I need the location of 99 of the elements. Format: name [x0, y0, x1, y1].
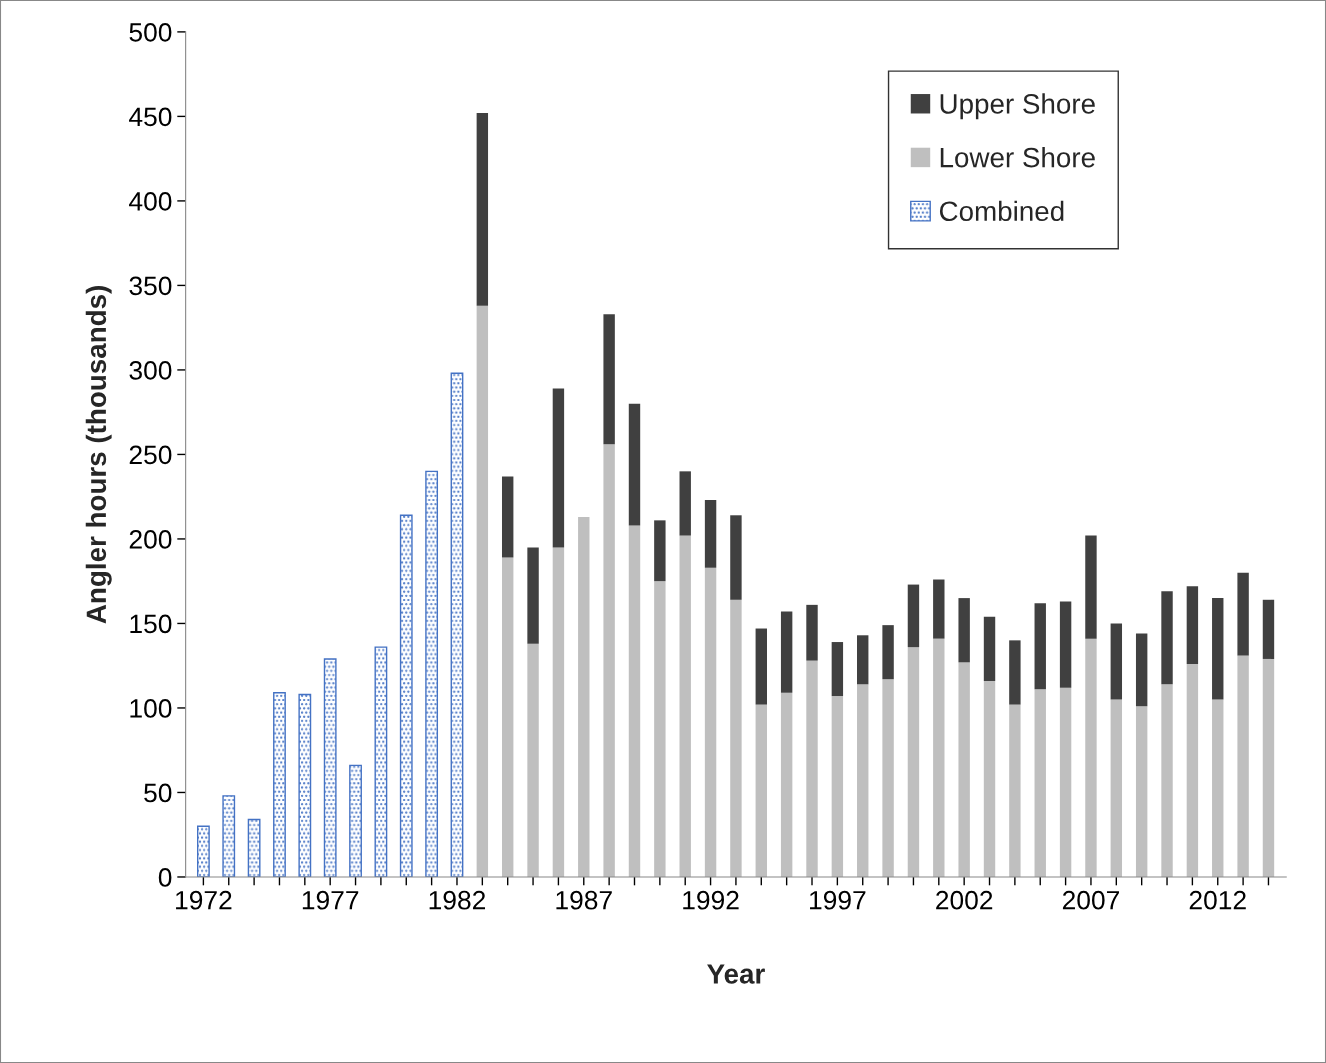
bar [1212, 598, 1224, 700]
bar [1212, 699, 1224, 877]
y-tick-label: 400 [129, 192, 172, 211]
x-tick-label: 1982 [429, 890, 486, 910]
legend-label: Lower Shore [940, 147, 1095, 168]
bar [476, 113, 489, 306]
bar [1161, 591, 1173, 685]
x-tick-label: 1977 [302, 890, 359, 910]
bar [806, 660, 818, 877]
y-tick-label: 500 [129, 23, 172, 42]
bar [247, 818, 261, 877]
x-tick-label: 1987 [556, 890, 612, 910]
y-axis-title: Angler hours (thousands) [85, 286, 112, 624]
legend-label: Upper Shore [940, 93, 1095, 120]
bar [196, 825, 210, 877]
bar [425, 470, 439, 877]
bar [1085, 638, 1097, 877]
bar [603, 444, 615, 877]
bar [1186, 664, 1199, 877]
bar [679, 471, 691, 536]
bar [552, 547, 565, 877]
bar [222, 795, 236, 877]
x-tick-label: 2012 [1189, 890, 1246, 910]
bar [857, 684, 869, 877]
bar [654, 520, 666, 582]
y-tick-label: 200 [129, 530, 172, 549]
y-tick-label: 300 [129, 361, 172, 380]
y-tick-label: 350 [129, 276, 172, 296]
x-tick-label: 1997 [810, 890, 866, 910]
bar [907, 647, 920, 877]
bar [704, 567, 717, 877]
bar [730, 599, 742, 877]
bar [907, 584, 920, 648]
bar [654, 581, 666, 877]
bar [1237, 572, 1249, 656]
bar [1009, 640, 1021, 705]
bar [552, 388, 565, 548]
bar [527, 547, 539, 644]
bar [603, 314, 615, 445]
bar [1262, 658, 1275, 877]
y-tick-label: 250 [129, 445, 172, 465]
bar [831, 642, 844, 697]
y-tick-label: 100 [130, 699, 172, 718]
bar [1034, 603, 1046, 690]
bar [831, 696, 844, 877]
bar [1085, 535, 1097, 639]
y-tick-label: 0 [158, 868, 172, 887]
bar [1237, 655, 1249, 877]
bar [628, 525, 641, 877]
bar [1009, 704, 1021, 877]
bar [933, 638, 945, 877]
bar [730, 515, 742, 600]
bar [1034, 689, 1046, 877]
legend-label: Combined [939, 200, 1064, 222]
bar [679, 535, 691, 877]
x-tick-label: 2002 [936, 890, 993, 910]
bar [399, 514, 413, 877]
bar [1059, 687, 1072, 877]
bar [933, 579, 945, 639]
y-tick-label: 50 [144, 783, 172, 803]
bar [755, 704, 767, 877]
bar [501, 476, 514, 558]
bar [1135, 706, 1148, 877]
bar [374, 646, 388, 877]
bar [1135, 633, 1148, 707]
bar [806, 604, 818, 661]
bar [323, 658, 337, 877]
bar [983, 616, 996, 681]
bar [882, 625, 894, 680]
bar [501, 557, 514, 877]
x-tick-label: 2007 [1062, 890, 1119, 910]
bar [1262, 599, 1275, 659]
y-tick-label: 450 [129, 107, 172, 127]
bar [780, 611, 793, 693]
bar [755, 628, 767, 705]
bar [628, 403, 641, 526]
bar [704, 500, 717, 568]
bar [450, 372, 464, 877]
bar [958, 662, 970, 877]
bar [958, 598, 970, 663]
bar [273, 692, 286, 877]
x-tick-label: 1992 [683, 890, 739, 910]
bar [1110, 623, 1123, 700]
bar [882, 679, 894, 877]
bar [983, 680, 996, 877]
bar [1161, 684, 1173, 877]
bar [527, 643, 539, 877]
bar [578, 516, 590, 877]
bar [857, 635, 869, 685]
bar [1059, 601, 1072, 688]
bar [298, 693, 312, 877]
bar [780, 692, 793, 877]
bar [349, 764, 362, 877]
x-axis-title: Year [707, 964, 765, 984]
bar [1186, 586, 1199, 665]
bar [1110, 699, 1123, 877]
bar [476, 305, 489, 877]
x-tick-label: 1972 [176, 890, 232, 910]
y-tick-label: 150 [130, 614, 172, 634]
